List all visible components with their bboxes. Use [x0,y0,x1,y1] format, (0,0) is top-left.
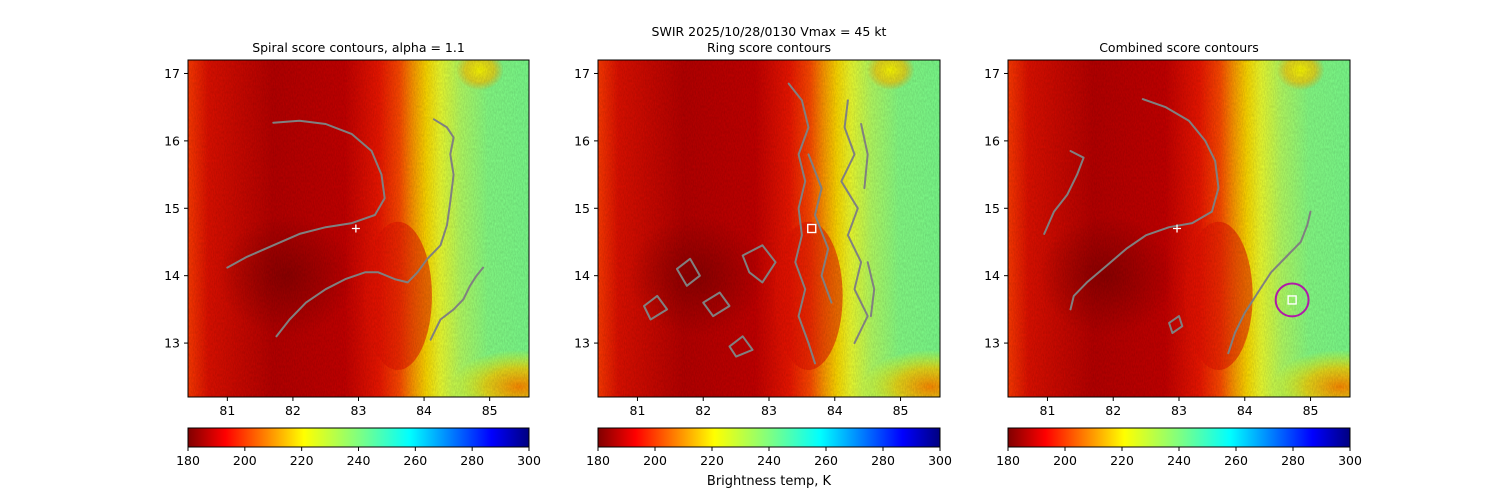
panel-title: Ring score contours [707,40,831,55]
panel-3: Combined score contours 81 82 83 84 85 13 14 15 1… [984,40,1362,468]
score-contour [1227,210,1312,355]
colorbar-tick-label: 240 [757,453,781,468]
score-contour [226,119,386,269]
y-tick-label: 15 [984,201,1000,216]
score-contour [1043,150,1085,235]
colorbar-tick-label: 280 [1281,453,1305,468]
panel-1: Spiral score contours, alpha = 1.1 81 82 83… [164,40,541,468]
score-contour [807,153,833,304]
colorbar-tick-label: 240 [347,453,371,468]
colorbar-tick-label: 260 [814,453,838,468]
y-tick-label: 17 [574,66,590,81]
score-contour [741,244,777,284]
colorbar-tick-label: 220 [1110,453,1134,468]
y-tick-label: 14 [574,268,590,283]
colorbar-tick-label: 240 [1167,453,1191,468]
x-tick-label: 83 [351,403,367,418]
center-plus-marker [351,224,360,233]
brightness-heatmap [1008,60,1350,397]
y-tick-label: 14 [984,268,1000,283]
x-tick-label: 81 [1040,403,1056,418]
score-contour [1069,98,1220,311]
y-tick-label: 13 [164,336,180,351]
score-contour [675,257,701,287]
y-tick-label: 14 [164,268,180,283]
colorbar-tick-label: 280 [460,453,484,468]
x-tick-label: 83 [1171,403,1187,418]
score-contour [787,82,816,365]
score-contour [860,123,869,190]
brightness-heatmap [188,60,529,397]
y-tick-label: 15 [574,201,590,216]
y-tick-label: 16 [574,133,590,148]
y-tick-label: 15 [164,201,180,216]
x-tick-label: 83 [761,403,777,418]
center-plus-marker [1173,224,1182,233]
y-tick-label: 16 [164,133,180,148]
colorbar-tick-label: 180 [176,453,200,468]
colorbar-tick-label: 260 [403,453,427,468]
colorbar [187,427,530,448]
panel-2: Ring score contours 81 82 83 84 85 13 14 15 16 17 1… [574,40,952,468]
center-square-marker [807,223,817,234]
panel-title: Spiral score contours, alpha = 1.1 [252,40,465,55]
x-tick-label: 84 [827,403,843,418]
colorbar-tick-label: 200 [643,453,667,468]
y-tick-label: 17 [984,66,1000,81]
best-estimate-square-marker [1287,295,1297,305]
colorbar-tick-label: 260 [1224,453,1248,468]
brightness-heatmap [598,60,940,397]
x-tick-label: 85 [1303,403,1319,418]
colorbar [1007,427,1351,448]
x-tick-label: 85 [893,403,909,418]
x-tick-label: 82 [695,403,711,418]
colorbar-tick-label: 300 [1338,453,1362,468]
score-contour [866,261,876,318]
x-tick-label: 82 [1105,403,1121,418]
figure-suptitle: SWIR 2025/10/28/0130 Vmax = 45 kt [652,24,887,39]
score-contour [275,118,455,338]
x-tick-label: 84 [1237,403,1253,418]
y-tick-label: 17 [164,66,180,81]
x-tick-label: 81 [630,403,646,418]
colorbar-tick-label: 180 [586,453,610,468]
colorbar-tick-label: 300 [928,453,952,468]
best-estimate-circle [1274,282,1310,318]
colorbar-tick-label: 300 [517,453,541,468]
score-contour [1168,315,1184,334]
colorbar-tick-label: 200 [1053,453,1077,468]
colorbar [597,427,941,448]
colorbar-tick-label: 180 [996,453,1020,468]
colorbar-label: Brightness temp, K [707,474,832,489]
score-contour [643,294,669,321]
panel-title: Combined score contours [1099,40,1259,55]
colorbar-tick-label: 280 [871,453,895,468]
y-tick-label: 13 [574,336,590,351]
score-contour [728,335,754,358]
x-tick-label: 82 [285,403,301,418]
colorbar-tick-label: 220 [290,453,314,468]
score-contour [840,99,869,345]
score-contour [429,266,485,341]
x-tick-label: 84 [416,403,432,418]
score-contour [702,291,731,318]
colorbar-tick-label: 220 [700,453,724,468]
x-tick-label: 85 [482,403,498,418]
colorbar-tick-label: 200 [233,453,257,468]
y-tick-label: 16 [984,133,1000,148]
y-tick-label: 13 [984,336,1000,351]
x-tick-label: 81 [219,403,235,418]
